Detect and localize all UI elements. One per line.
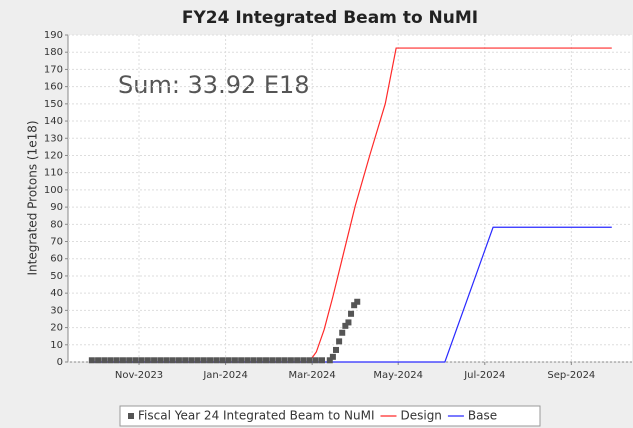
x-tick-label: May-2024 — [373, 370, 423, 381]
data-point — [336, 338, 343, 345]
y-tick-label: 180 — [44, 47, 63, 58]
data-point — [345, 319, 352, 326]
data-point — [225, 357, 232, 364]
data-point — [88, 357, 95, 364]
data-point — [175, 357, 182, 364]
data-point — [107, 357, 114, 364]
data-point — [151, 357, 158, 364]
data-point — [300, 357, 307, 364]
data-point — [269, 357, 276, 364]
data-point — [342, 322, 349, 329]
data-point — [250, 357, 257, 364]
data-point — [188, 357, 195, 364]
data-point — [231, 357, 238, 364]
data-point — [95, 357, 102, 364]
data-point — [256, 357, 263, 364]
data-point — [119, 357, 126, 364]
data-point — [281, 357, 288, 364]
y-tick-label: 170 — [44, 64, 63, 75]
data-point — [113, 357, 120, 364]
data-point — [138, 357, 145, 364]
data-point — [312, 357, 319, 364]
data-point — [263, 357, 270, 364]
x-tick-label: Jan-2024 — [202, 370, 247, 381]
data-point — [200, 357, 207, 364]
series-line — [91, 47, 612, 363]
y-tick-label: 190 — [44, 30, 63, 41]
y-tick-label: 50 — [50, 271, 63, 282]
data-point — [287, 357, 294, 364]
y-tick-label: 110 — [44, 168, 63, 179]
x-tick-label: Jul-2024 — [463, 370, 505, 381]
data-point — [144, 357, 151, 364]
y-tick-label: 80 — [50, 219, 63, 230]
data-point — [207, 357, 214, 364]
y-tick-label: 90 — [50, 202, 63, 213]
data-point — [326, 357, 333, 364]
data-point — [101, 357, 108, 364]
y-tick-label: 10 — [50, 340, 63, 351]
data-point — [163, 357, 170, 364]
x-tick-label: Sep-2024 — [547, 370, 595, 381]
data-point — [194, 357, 201, 364]
data-point — [348, 310, 355, 317]
x-tick-label: Nov-2023 — [115, 370, 163, 381]
data-point — [351, 302, 358, 309]
legend-label: Design — [400, 409, 441, 423]
chart-title: FY24 Integrated Beam to NuMI — [182, 8, 478, 28]
data-point — [169, 357, 176, 364]
legend-swatch — [128, 413, 134, 419]
data-point — [182, 357, 189, 364]
data-point — [213, 357, 220, 364]
y-tick-label: 70 — [50, 237, 63, 248]
y-tick-label: 160 — [44, 82, 63, 93]
y-tick-label: 60 — [50, 254, 63, 265]
data-point — [333, 346, 340, 353]
data-point — [354, 298, 361, 305]
legend-label: Fiscal Year 24 Integrated Beam to NuMI — [138, 409, 374, 423]
data-point — [306, 357, 313, 364]
y-tick-label: 140 — [44, 116, 63, 127]
y-axis-label: Integrated Protons (1e18) — [26, 120, 40, 275]
data-point — [294, 357, 301, 364]
annotation: Sum: 33.92 E18 — [118, 71, 310, 99]
y-tick-label: 30 — [50, 305, 63, 316]
y-tick-label: 130 — [44, 133, 63, 144]
y-tick-label: 150 — [44, 99, 63, 110]
y-tick-label: 100 — [44, 185, 63, 196]
data-point — [126, 357, 133, 364]
legend-label: Base — [468, 409, 497, 423]
y-tick-label: 120 — [44, 150, 63, 161]
plot-area — [68, 35, 632, 362]
data-point — [329, 353, 336, 360]
y-tick-label: 20 — [50, 323, 63, 334]
data-point — [219, 357, 226, 364]
data-point — [244, 357, 251, 364]
data-point — [319, 357, 326, 364]
data-point — [157, 357, 164, 364]
data-point — [132, 357, 139, 364]
data-point — [339, 329, 346, 336]
y-tick-label: 0 — [57, 357, 63, 368]
legend — [119, 405, 541, 427]
y-tick-label: 40 — [50, 288, 63, 299]
x-tick-label: Mar-2024 — [289, 370, 336, 381]
data-point — [275, 357, 282, 364]
data-point — [238, 357, 245, 364]
